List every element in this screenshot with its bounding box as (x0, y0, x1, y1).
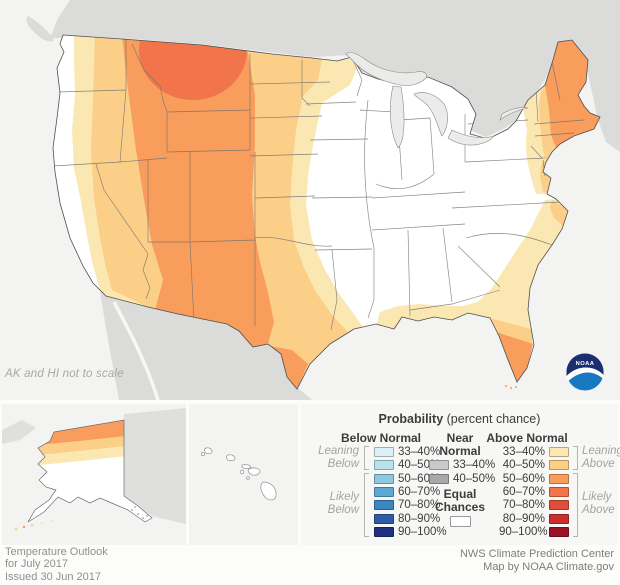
above-50-swatch (549, 473, 569, 484)
canada-land-inset (124, 408, 186, 524)
below-90-swatch (374, 526, 394, 537)
gulf-of-california (112, 301, 160, 400)
leaning-above-label: Leaning Above (582, 445, 620, 470)
noaa-logo-text: NOAA (576, 361, 595, 367)
above-33-swatch (549, 446, 569, 457)
legend-title: Probability (percent chance) (301, 412, 618, 426)
ak-hi-note: AK and HI not to scale (5, 368, 124, 380)
caption-period: for July 2017 (5, 558, 68, 571)
below-40-swatch (374, 459, 394, 470)
hawaii-inset (189, 404, 298, 545)
map-credit: NWS Climate Prediction Center Map by NOA… (0, 548, 614, 573)
above-normal-header: Above Normal (486, 431, 568, 445)
probability-bands (53, 35, 600, 389)
near-33-swatch (429, 459, 449, 470)
legend-row-below-80: 80–90% (374, 513, 440, 525)
credit-maker: Map by NOAA Climate.gov (483, 560, 614, 573)
below-50-swatch (374, 473, 394, 484)
map-caption: Temperature Outlook for July 2017 Issued… (5, 546, 108, 583)
legend-row-above-40: 40–50% (497, 459, 569, 471)
legend-row-above-33: 33–40% (497, 446, 569, 458)
legend-row-below-33: 33–40% (374, 446, 440, 458)
likely-below-bracket (364, 473, 369, 537)
credit-source: NWS Climate Prediction Center (459, 548, 614, 560)
legend-row-near-33: 33–40% (429, 459, 495, 471)
above-40-swatch (549, 459, 569, 470)
legend-row-below-60: 60–70% (374, 486, 440, 498)
alaska-inset (2, 404, 186, 545)
legend-title-note: (percent chance) (446, 412, 541, 426)
above-60-swatch (549, 486, 569, 497)
leaning-below-bracket (364, 446, 369, 470)
noaa-logo-top (566, 353, 604, 376)
russia-land (2, 420, 36, 444)
us-outline (52, 34, 601, 390)
mexico-landmass (100, 292, 312, 400)
above-70-swatch (549, 499, 569, 510)
florida-keys (505, 385, 517, 389)
noaa-logo: NOAA (566, 353, 604, 391)
caption-title: Temperature Outlook (5, 546, 108, 558)
canada-landmass (50, 0, 620, 152)
near-normal-header-line2: Normal (439, 444, 481, 458)
legend-title-word: Probability (378, 412, 444, 426)
aleutian-islands (14, 519, 54, 531)
seagull-icon (566, 367, 604, 381)
legend-row-near-40: 40–50% (429, 473, 495, 485)
legend-row-below-70: 70–80% (374, 499, 440, 511)
below-80-swatch (374, 513, 394, 524)
below-60-swatch (374, 486, 394, 497)
southeast-alaska-terrain (131, 506, 148, 519)
below-33-swatch (374, 446, 394, 457)
probability-legend: Probability (percent chance) Below Norma… (301, 404, 620, 545)
above-90-swatch (549, 526, 569, 537)
great-lakes (345, 52, 529, 149)
above-80-swatch (549, 513, 569, 524)
legend-row-above-70: 70–80% (497, 499, 569, 511)
below-70-swatch (374, 499, 394, 510)
equal-chances-swatch (449, 516, 471, 527)
legend-row-above-80: 80–90% (497, 513, 569, 525)
hawaii-inset-map (189, 404, 298, 545)
vancouver-island (26, 16, 54, 42)
legend-row-above-90: 90–100% (497, 526, 569, 538)
near-40-swatch (429, 473, 449, 484)
equal-chances: Equal Chances (429, 488, 491, 532)
near-normal-header-line1: Near (446, 431, 474, 445)
legend-row-below-90: 90–100% (374, 526, 447, 538)
hawaiian-islands (200, 447, 277, 501)
legend-row-above-50: 50–60% (497, 473, 569, 485)
caption-issued: Issued 30 Jun 2017 (5, 570, 102, 583)
alaska-inset-map (2, 404, 186, 545)
below-normal-header: Below Normal (340, 431, 421, 445)
leaning-above-bracket (573, 446, 578, 470)
likely-below-label: Likely Below (327, 491, 359, 516)
leaning-below-label: Leaning Below (318, 445, 359, 470)
legend-row-above-60: 60–70% (497, 486, 569, 498)
likely-above-bracket (573, 473, 578, 537)
likely-above-label: Likely Above (582, 491, 615, 516)
us-temperature-outlook-map (26, 0, 620, 400)
